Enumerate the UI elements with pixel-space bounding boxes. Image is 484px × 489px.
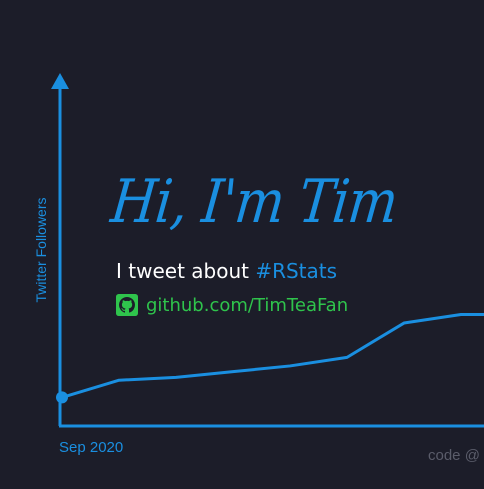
- series-line-0: [61, 312, 484, 399]
- github-icon: [116, 294, 138, 316]
- tagline: I tweet about #RStats: [116, 259, 337, 283]
- y-axis-arrowhead: [51, 73, 69, 89]
- x-tick-label: Sep 2020: [59, 439, 124, 456]
- code-credit: code @: [428, 447, 480, 464]
- github-link-text: github.com/TimTeaFan: [146, 294, 349, 316]
- series-start-point-0: [56, 391, 68, 404]
- y-axis-label: Twitter Followers: [33, 197, 49, 303]
- chart-axes: [51, 73, 484, 428]
- chart-series: [56, 312, 484, 404]
- tagline-prefix: I tweet about: [116, 259, 256, 283]
- rstats-hashtag-link[interactable]: #RStats: [255, 259, 338, 283]
- github-link[interactable]: github.com/TimTeaFan: [116, 294, 348, 316]
- greeting-heading: Hi, I'm Tim: [107, 168, 401, 237]
